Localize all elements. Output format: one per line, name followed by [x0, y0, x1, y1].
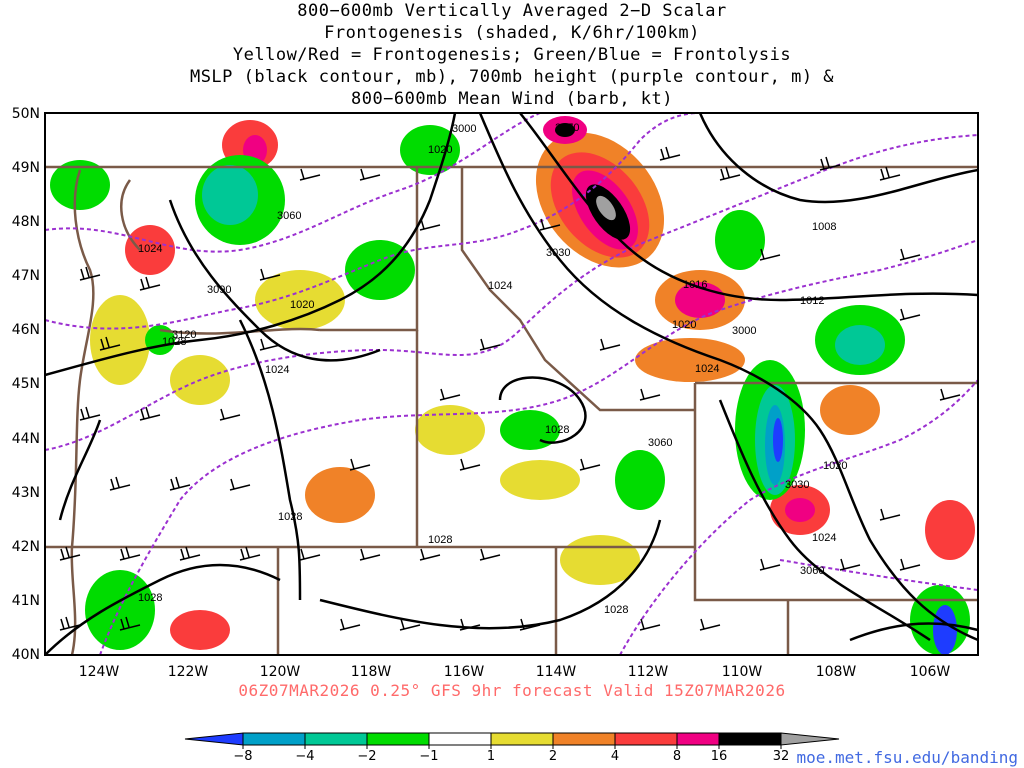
- colorbar-label: −4: [295, 749, 314, 764]
- mslp-label: 1028: [428, 534, 452, 546]
- colorbar-label: 1: [487, 749, 495, 764]
- title-line-2: Frontogenesis (shaded, K/6hr/100km): [324, 23, 700, 43]
- height-label: 3030: [785, 479, 809, 491]
- colorbar-segment: [428, 732, 492, 746]
- lon-label: 116W: [444, 664, 485, 680]
- forecast-footer: 06Z07MAR2026 0.25° GFS 9hr forecast Vali…: [238, 681, 786, 700]
- colorbar-segment: [718, 732, 782, 746]
- colorbar-segment: [490, 732, 554, 746]
- mslp-label: 1016: [683, 279, 707, 291]
- mslp-label: 1024: [812, 532, 836, 544]
- lat-label: 45N: [12, 376, 40, 392]
- lat-label: 44N: [12, 431, 40, 447]
- lon-label: 110W: [722, 664, 763, 680]
- lat-label: 40N: [12, 647, 40, 663]
- colorbar-segment: [366, 732, 430, 746]
- lat-label: 42N: [12, 539, 40, 555]
- mslp-labels: 1020 1024 1028 1024 1028 1020 1016 1012 …: [138, 144, 847, 616]
- lon-label: 124W: [79, 664, 120, 680]
- colorbar-label: 16: [711, 749, 728, 764]
- mslp-label: 1020: [290, 299, 314, 311]
- height-label: 3000: [732, 325, 756, 337]
- mslp-label: 1028: [545, 424, 569, 436]
- lat-label: 47N: [12, 268, 40, 284]
- colorbar-segment: [614, 732, 678, 746]
- lat-label: 48N: [12, 214, 40, 230]
- mslp-label: 1024: [488, 280, 512, 292]
- lon-label: 112W: [628, 664, 669, 680]
- mslp-label: 1028: [162, 336, 186, 348]
- mslp-contours: [44, 112, 979, 656]
- height-label: 3030: [546, 247, 570, 259]
- lon-label: 108W: [816, 664, 857, 680]
- colorbar-segment: [304, 732, 368, 746]
- lon-label: 118W: [351, 664, 392, 680]
- height-label: 2970: [555, 122, 579, 134]
- title-line-4: MSLP (black contour, mb), 700mb height (…: [189, 67, 835, 87]
- mslp-label: 1020: [672, 319, 696, 331]
- lon-axis-labels: 124W 122W 120W 118W 116W 114W 112W 110W …: [79, 664, 951, 680]
- lon-label: 120W: [260, 664, 301, 680]
- colorbar-segment: [676, 732, 720, 746]
- mslp-label: 1028: [604, 604, 628, 616]
- colorbar-label: −8: [233, 749, 252, 764]
- title-line-3: Yellow/Red = Frontogenesis; Green/Blue =…: [232, 45, 792, 65]
- wind-barbs: [59, 146, 961, 631]
- mslp-label: 1028: [278, 511, 302, 523]
- mslp-label: 1024: [138, 243, 162, 255]
- height-label: 3090: [207, 284, 231, 296]
- lat-label: 43N: [12, 485, 40, 501]
- mslp-label: 1024: [265, 364, 289, 376]
- height-label: 3120: [172, 329, 196, 341]
- colorbar-label: 32: [773, 749, 790, 764]
- colorbar-segment: [184, 732, 244, 746]
- colorbar-label: −1: [419, 749, 438, 764]
- mslp-label: 1008: [812, 221, 836, 233]
- colorbar-segment: [242, 732, 306, 746]
- height-label: 3000: [452, 123, 476, 135]
- map-title: 800−600mb Vertically Averaged 2−D Scalar…: [0, 0, 1024, 110]
- shading-layer: [50, 116, 975, 655]
- source-url[interactable]: moe.met.fsu.edu/banding: [796, 748, 1018, 767]
- plot-frame: [44, 112, 979, 656]
- lon-label: 114W: [536, 664, 577, 680]
- colorbar-label: 2: [549, 749, 557, 764]
- lat-label: 46N: [12, 322, 40, 338]
- colorbar-label: 8: [673, 749, 681, 764]
- colorbar-labels: −8 −4 −2 −1 1 2 4 8 16 32: [233, 749, 789, 764]
- colorbar-label: 4: [611, 749, 619, 764]
- lat-axis-labels: 50N 49N 48N 47N 46N 45N 44N 43N 42N 41N …: [12, 106, 40, 663]
- mslp-label: 1020: [428, 144, 452, 156]
- colorbar-segment: [552, 732, 616, 746]
- mslp-label: 1024: [695, 363, 719, 375]
- lat-label: 50N: [12, 106, 40, 122]
- lon-label: 122W: [168, 664, 209, 680]
- height-labels: 3000 2970 3030 3060 3090 3120 3060 3000 …: [172, 122, 824, 577]
- lat-label: 49N: [12, 160, 40, 176]
- height-contours: [44, 112, 979, 656]
- mslp-label: 1012: [800, 295, 824, 307]
- height-label: 3060: [800, 565, 824, 577]
- state-borders: [45, 165, 978, 656]
- title-line-5: 800−600mb Mean Wind (barb, kt): [350, 89, 674, 109]
- height-label: 3060: [277, 210, 301, 222]
- height-label: 3060: [648, 437, 672, 449]
- colorbar-segment: [780, 732, 840, 746]
- mslp-label: 1020: [823, 460, 847, 472]
- colorbar-segments: [184, 732, 840, 749]
- title-line-1: 800−600mb Vertically Averaged 2−D Scalar: [297, 1, 727, 21]
- lat-label: 41N: [12, 593, 40, 609]
- colorbar-label: −2: [357, 749, 376, 764]
- lon-label: 106W: [910, 664, 951, 680]
- mslp-label: 1028: [138, 592, 162, 604]
